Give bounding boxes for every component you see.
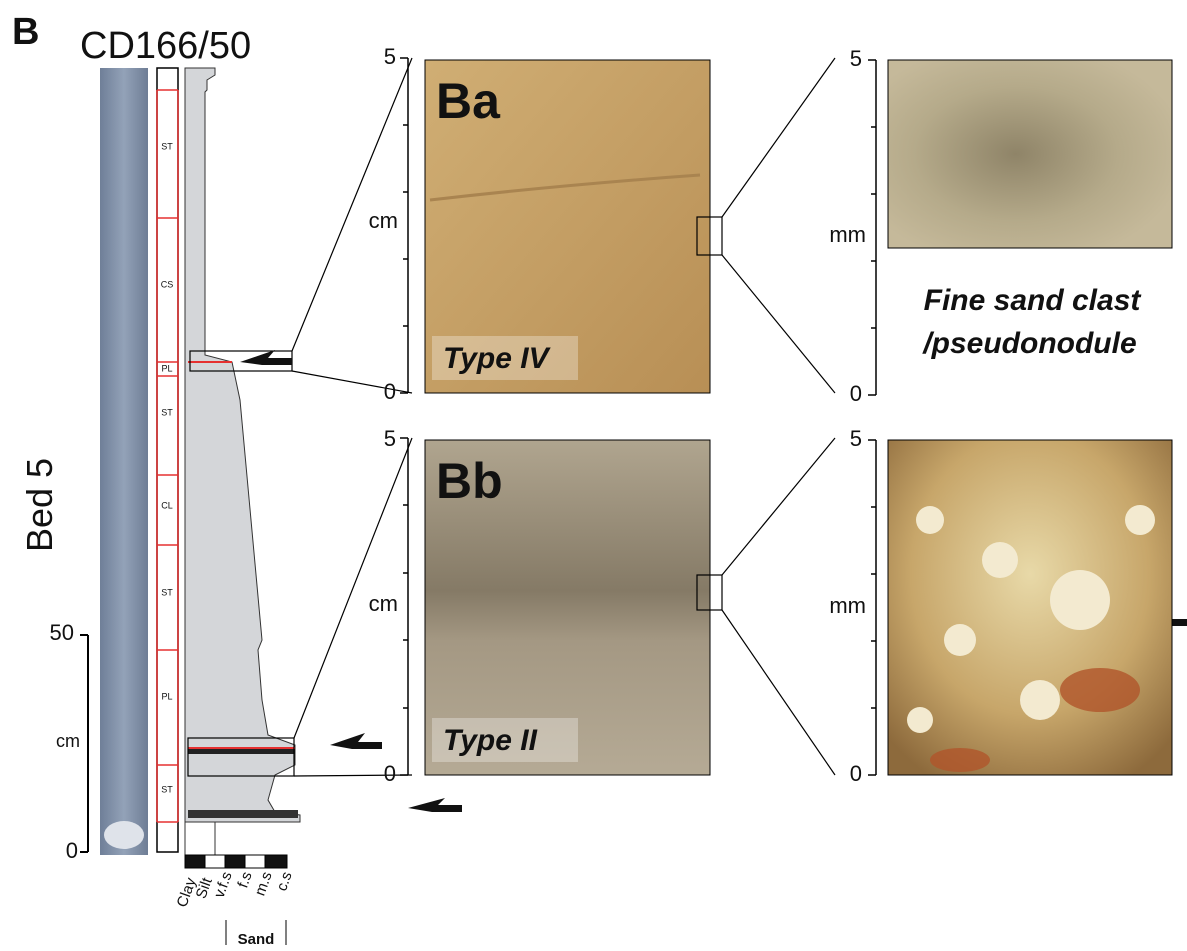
scale-bb <box>400 438 408 775</box>
scale-ba <box>400 58 408 393</box>
scale-top: 5 <box>384 426 396 451</box>
scale-top: 5 <box>384 44 396 69</box>
core-photo-detail <box>104 821 144 849</box>
core-scale-top: 50 <box>50 620 74 645</box>
grain-class: m.s <box>252 870 276 899</box>
bed-label: Bed 5 <box>19 458 60 552</box>
core-photo <box>100 68 148 855</box>
scale-bottom: 0 <box>850 761 862 786</box>
figure: B CD166/50 Bed 5 50 cm 0 ST CS PL ST CL … <box>0 0 1187 951</box>
scale-bottom: 0 <box>384 379 396 404</box>
gravel-layer <box>188 810 298 818</box>
core-scale <box>80 635 88 852</box>
facies-label: CL <box>161 500 173 510</box>
scale-unit: cm <box>369 208 398 233</box>
panel-label: Bb <box>436 453 503 509</box>
facies-column <box>157 68 178 852</box>
grain-class: c.s <box>273 870 296 894</box>
core-scale-bottom: 0 <box>66 838 78 863</box>
log-base <box>185 822 215 855</box>
facies-label: ST <box>161 407 173 417</box>
grain-class: v.f.s <box>211 870 236 901</box>
scale-top: 5 <box>850 46 862 71</box>
caption: /pseudonodule <box>921 327 1136 360</box>
scale-unit: cm <box>369 591 398 616</box>
grain-group: Sand <box>238 931 275 948</box>
type-label: Type II <box>443 724 538 757</box>
facies-label: ST <box>161 587 173 597</box>
sediment-log <box>185 68 300 822</box>
panel-label: Ba <box>436 73 501 129</box>
facies-label: PL <box>161 691 172 701</box>
core-scale-unit: cm <box>56 731 80 751</box>
scale-zoom-b <box>868 440 876 775</box>
facies-label: ST <box>161 784 173 794</box>
scale-unit: mm <box>829 222 866 247</box>
scale-unit: mm <box>829 593 866 618</box>
facies-label: PL <box>161 363 172 373</box>
photo-zoom-a <box>888 60 1172 248</box>
core-name: CD166/50 <box>80 25 251 67</box>
scale-top: 5 <box>850 426 862 451</box>
scale-zoom-a <box>868 60 876 395</box>
facies-label: ST <box>161 141 173 151</box>
type-label: Type IV <box>443 342 552 375</box>
facies-label: CS <box>161 279 174 289</box>
panel-label: B <box>12 11 39 53</box>
scale-bottom: 0 <box>384 761 396 786</box>
scale-bottom: 0 <box>850 381 862 406</box>
caption: Fine sand clast <box>924 284 1143 317</box>
